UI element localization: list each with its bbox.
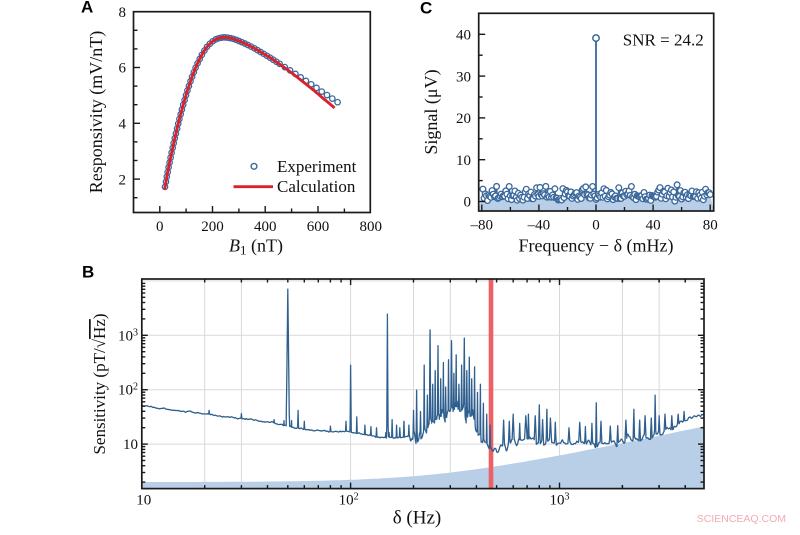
svg-text:Frequency − δ (mHz): Frequency − δ (mHz) (518, 236, 673, 257)
svg-text:0: 0 (156, 219, 164, 235)
svg-text:2: 2 (119, 172, 127, 188)
svg-text:–80: –80 (470, 217, 494, 233)
svg-text:Experiment: Experiment (277, 157, 357, 176)
svg-text:Sensitivity (pT/√Hz): Sensitivity (pT/√Hz) (90, 313, 109, 454)
svg-text:400: 400 (254, 219, 277, 235)
svg-text:6: 6 (119, 61, 127, 77)
svg-text:C: C (420, 0, 432, 17)
svg-text:Calculation: Calculation (277, 177, 356, 196)
svg-text:0: 0 (592, 217, 600, 233)
svg-text:Responsivity (mV/nT): Responsivity (mV/nT) (86, 31, 107, 194)
svg-text:102: 102 (339, 492, 359, 509)
svg-text:B1 (nT): B1 (nT) (229, 236, 283, 258)
svg-text:80: 80 (703, 217, 718, 233)
svg-text:10: 10 (136, 493, 151, 509)
svg-text:4: 4 (119, 117, 127, 133)
svg-text:SNR = 24.2: SNR = 24.2 (623, 31, 704, 50)
svg-text:B: B (82, 262, 94, 281)
svg-text:0: 0 (464, 195, 472, 211)
svg-text:40: 40 (646, 217, 661, 233)
svg-text:10: 10 (456, 153, 471, 169)
svg-text:Signal (μV): Signal (μV) (421, 69, 442, 154)
svg-text:20: 20 (456, 111, 471, 127)
svg-text:A: A (81, 0, 93, 17)
svg-text:40: 40 (456, 28, 471, 44)
svg-text:800: 800 (360, 219, 383, 235)
svg-text:600: 600 (307, 219, 330, 235)
svg-text:8: 8 (119, 5, 127, 21)
svg-text:δ (Hz): δ (Hz) (393, 508, 442, 529)
svg-text:SCIENCEAQ.COM: SCIENCEAQ.COM (697, 513, 786, 525)
svg-text:–40: –40 (527, 217, 551, 233)
svg-text:200: 200 (201, 219, 224, 235)
svg-text:30: 30 (456, 69, 471, 85)
svg-text:10: 10 (123, 437, 138, 453)
